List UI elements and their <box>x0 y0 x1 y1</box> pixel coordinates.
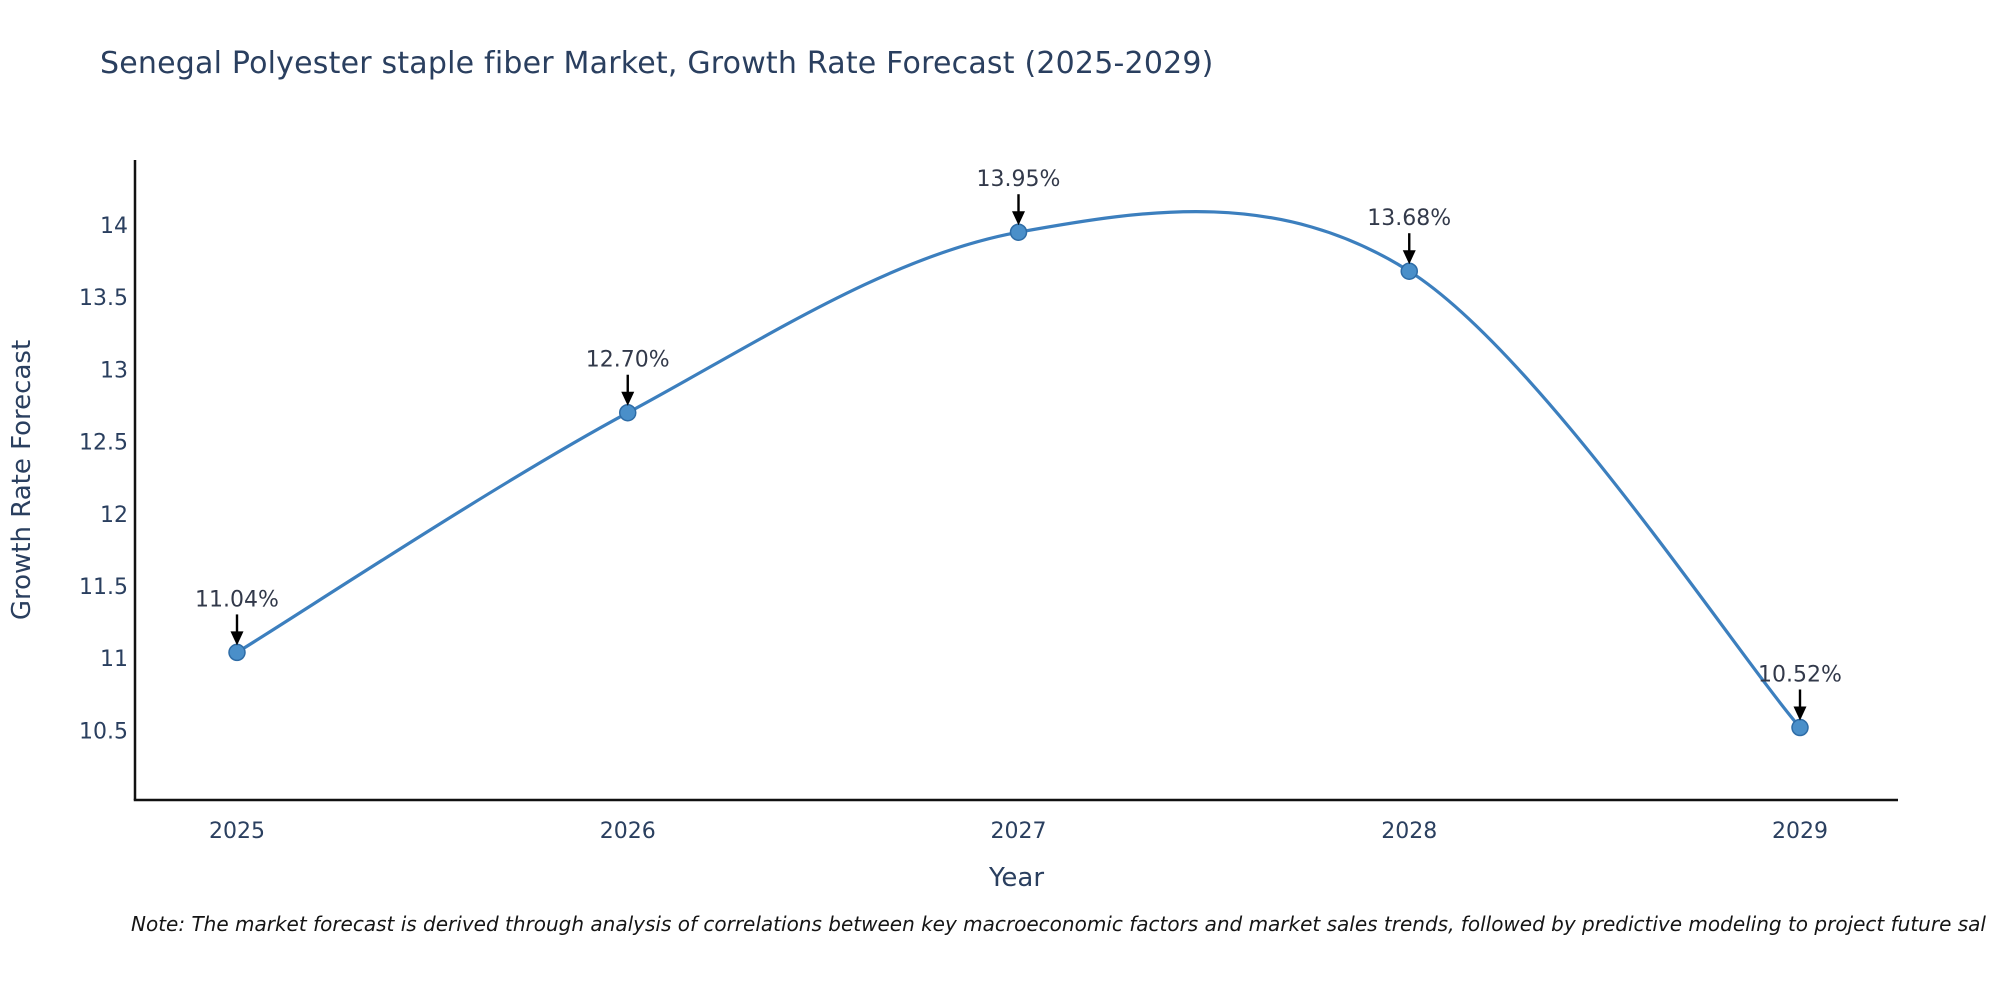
y-tick-label: 13 <box>100 358 128 383</box>
point-annotation: 13.68% <box>1367 206 1451 231</box>
annotation-arrow-head <box>1402 250 1416 265</box>
annotation-arrow-head <box>1012 211 1025 226</box>
x-tick-label: 2028 <box>1381 819 1437 844</box>
x-axis-title: Year <box>988 863 1044 893</box>
y-tick-label: 10.5 <box>79 719 128 744</box>
x-tick-label: 2025 <box>209 819 265 844</box>
x-tick-label: 2026 <box>600 819 656 844</box>
data-point <box>228 643 246 662</box>
x-tick-label: 2029 <box>1772 819 1828 844</box>
data-point <box>1009 223 1028 241</box>
point-annotation: 10.52% <box>1758 663 1842 688</box>
y-tick-label: 11.5 <box>79 575 128 600</box>
annotation-arrow-head <box>1793 706 1807 721</box>
y-tick-label: 12.5 <box>79 431 128 456</box>
y-tick-label: 11 <box>100 647 128 672</box>
y-tick-label: 13.5 <box>79 286 128 311</box>
annotation-arrow-head <box>230 631 244 646</box>
point-annotation: 12.70% <box>586 348 670 373</box>
x-tick-label: 2027 <box>991 819 1047 844</box>
y-tick-label: 12 <box>100 503 128 528</box>
chart-title: Senegal Polyester staple fiber Market, G… <box>100 46 1214 81</box>
data-point <box>619 403 637 422</box>
y-tick-label: 14 <box>100 214 128 239</box>
y-axis-title: Growth Rate Forecast <box>7 340 37 620</box>
data-point <box>1791 718 1809 737</box>
annotation-arrow-head <box>621 391 635 406</box>
footnote: Note: The market forecast is derived thr… <box>131 912 1986 936</box>
data-point <box>1400 262 1418 280</box>
trend-line <box>235 210 1802 730</box>
point-annotation: 11.04% <box>195 587 279 612</box>
point-annotation: 13.95% <box>977 167 1061 192</box>
